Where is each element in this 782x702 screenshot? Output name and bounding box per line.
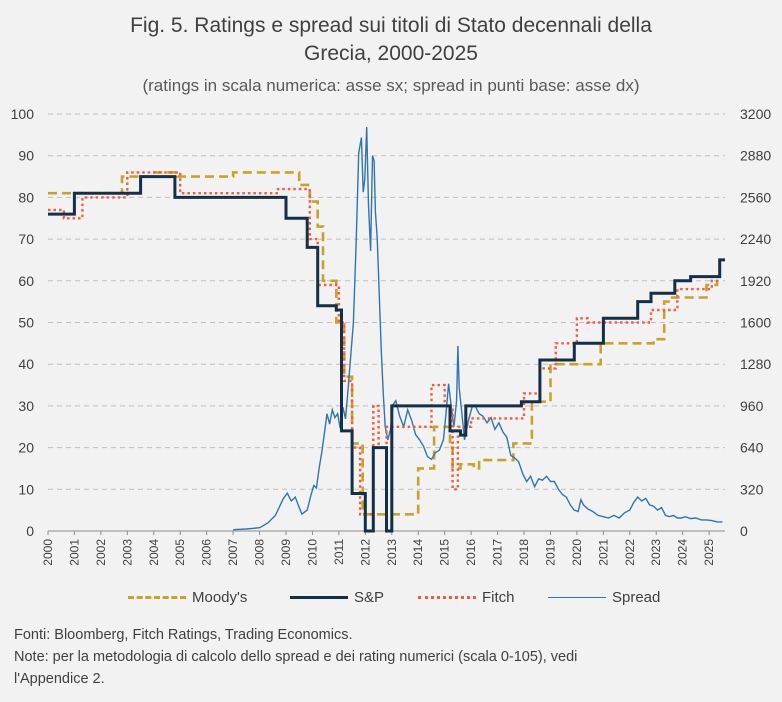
right-axis-tick-label: 2560 (740, 189, 771, 205)
left-axis-tick-label: 100 (11, 106, 35, 122)
x-axis-tick-label: 2024 (676, 539, 690, 566)
legend: Moody's S&P Fitch Spread (0, 589, 782, 611)
x-axis-tick-label: 2017 (491, 539, 505, 566)
right-axis-tick-label: 1920 (740, 273, 771, 289)
x-axis-tick-label: 2010 (305, 539, 319, 566)
right-axis-tick-label: 960 (740, 398, 764, 414)
left-axis-tick-label: 90 (18, 148, 34, 164)
legend-label-fitch: Fitch (482, 589, 515, 606)
x-axis-tick-label: 2000 (41, 539, 55, 566)
legend-item-moodys: Moody's (128, 589, 247, 606)
series-line-fitch (48, 171, 720, 516)
right-axis-tick-label: 1600 (740, 315, 771, 331)
note-text-line-2: l'Appendice 2. (14, 671, 105, 687)
sources-text: Fonti: Bloomberg, Fitch Ratings, Trading… (14, 627, 353, 643)
x-axis-tick-label: 2009 (279, 539, 293, 566)
legend-item-sp: S&P (290, 589, 384, 606)
left-axis-ticks: 0 10 20 30 40 50 60 70 80 90 100 (11, 106, 35, 539)
x-axis-tick-label: 2021 (596, 539, 610, 566)
series-lines (48, 126, 725, 533)
legend-swatch-moodys (128, 596, 186, 599)
x-axis-tick-label: 2011 (332, 539, 346, 565)
left-axis-tick-label: 20 (18, 440, 34, 456)
legend-label-spread: Spread (612, 589, 661, 606)
x-axis-tick-label: 2001 (67, 539, 81, 566)
right-axis-tick-label: 2880 (740, 148, 771, 164)
x-axis-tick-label: 2016 (464, 539, 478, 566)
left-axis-tick-label: 70 (18, 231, 34, 247)
ratings-spread-chart: 0 10 20 30 40 50 60 70 80 90 100 0 320 640 960 1280 160… (11, 106, 772, 566)
x-axis-tick-label: 2014 (411, 539, 425, 566)
chart-title-line-2: Grecia, 2000-2025 (304, 42, 478, 65)
left-axis-tick-label: 60 (18, 273, 34, 289)
legend-swatch-fitch (418, 596, 476, 599)
x-axis-tick-label: 2020 (570, 539, 584, 566)
right-axis-tick-label: 1280 (740, 356, 771, 372)
x-axis-tick-label: 2006 (200, 539, 214, 566)
left-axis-tick-label: 0 (26, 523, 34, 539)
right-axis-tick-label: 640 (740, 440, 764, 456)
legend-label-sp: S&P (354, 589, 385, 606)
series-line-moodys (48, 171, 719, 516)
chart-notes: Fonti: Bloomberg, Fitch Ratings, Trading… (14, 624, 774, 690)
right-axis-ticks: 0 320 640 960 1280 1600 1920 2240 2560 2880 3200 (740, 106, 771, 539)
right-axis-tick-label: 3200 (740, 106, 771, 122)
series-line-sp (48, 175, 725, 533)
x-axis-tick-label: 2012 (358, 539, 372, 566)
chart-title: Fig. 5. Ratings e spread sui titoli di S… (0, 12, 782, 68)
chart-title-line-1: Fig. 5. Ratings e spread sui titoli di S… (130, 14, 652, 37)
x-axis-tick-label: 2019 (543, 539, 557, 566)
x-axis-tick-label: 2004 (147, 539, 161, 566)
legend-swatch-spread (548, 597, 606, 598)
grid-lines (48, 113, 725, 532)
x-axis-tick-label: 2015 (438, 539, 452, 566)
note-text-line-1: Note: per la metodologia di calcolo dell… (14, 649, 578, 665)
right-axis-tick-label: 320 (740, 481, 764, 497)
left-axis-tick-label: 80 (18, 189, 34, 205)
chart-subtitle: (ratings in scala numerica: asse sx; spr… (142, 76, 640, 95)
right-axis-tick-label: 0 (740, 523, 748, 539)
legend-swatch-sp (290, 596, 348, 599)
x-axis-tick-label: 2007 (226, 539, 240, 566)
legend-item-spread: Spread (548, 589, 660, 606)
legend-item-fitch: Fitch (418, 589, 515, 606)
x-axis-tick-label: 2018 (517, 539, 531, 566)
x-axis-tick-label: 2002 (94, 539, 108, 566)
left-axis-tick-label: 10 (18, 481, 34, 497)
left-axis-tick-label: 50 (18, 315, 34, 331)
x-axis-tick-label: 2008 (253, 539, 267, 566)
series-line-spread (233, 126, 723, 531)
x-axis-tick-label: 2022 (623, 539, 637, 566)
right-axis-tick-label: 2240 (740, 231, 771, 247)
x-axis-tick-label: 2005 (173, 539, 187, 566)
left-axis-tick-label: 40 (18, 356, 34, 372)
legend-label-moodys: Moody's (192, 589, 248, 606)
left-axis-tick-label: 30 (18, 398, 34, 414)
x-axis-tick-label: 2003 (120, 539, 134, 566)
x-axis-tick-label: 2013 (385, 539, 399, 566)
x-axis-tick-label: 2023 (649, 539, 663, 566)
x-axis-ticks: 2000 2001 2002 2003 2004 2005 2006 2007 2008 2009… (41, 531, 716, 566)
x-axis-tick-label: 2025 (702, 539, 716, 566)
